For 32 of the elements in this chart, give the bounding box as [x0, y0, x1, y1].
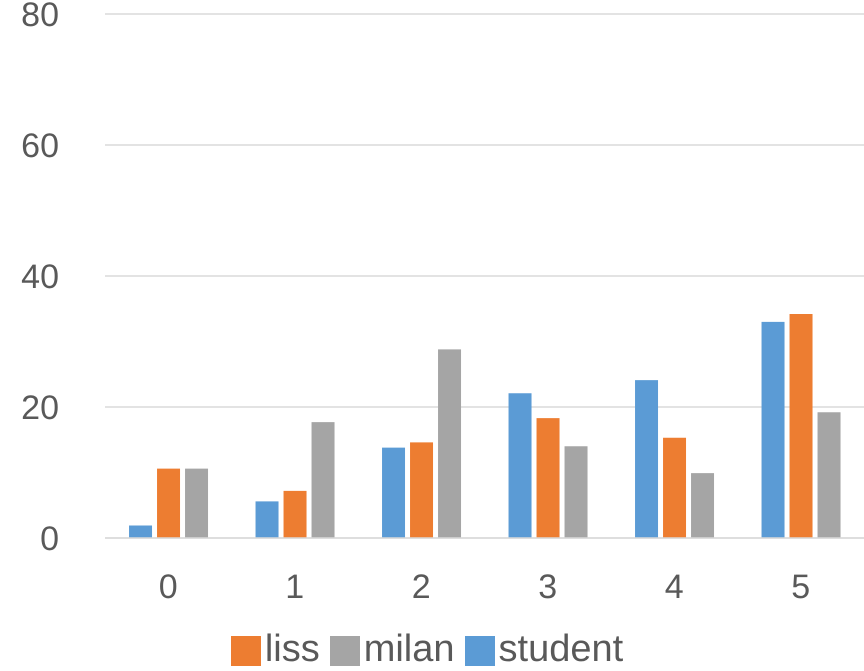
y-tick-label: 0 — [40, 520, 59, 558]
y-tick-label: 60 — [21, 127, 59, 166]
bar — [790, 314, 813, 538]
x-tick-label: 0 — [158, 568, 178, 606]
y-tick-label: 80 — [21, 0, 59, 34]
bar — [508, 393, 532, 538]
x-tick-label: 2 — [412, 568, 431, 606]
bar — [663, 438, 686, 538]
bar — [284, 490, 307, 538]
bar — [312, 422, 335, 538]
legend-label: liss — [264, 628, 320, 670]
bar — [410, 442, 434, 538]
y-tick-label: 20 — [21, 389, 59, 428]
y-tick-label: 40 — [21, 258, 59, 296]
x-tick-label: 3 — [538, 568, 558, 606]
x-tick-label: 5 — [791, 568, 810, 606]
legend-label: milan — [364, 628, 455, 670]
x-tick-label: 1 — [285, 568, 304, 606]
x-tick-label: 4 — [664, 568, 684, 606]
bar — [382, 448, 406, 538]
bar — [256, 501, 279, 538]
bar — [536, 418, 560, 538]
bar — [157, 468, 180, 538]
bar — [438, 349, 462, 538]
bar — [564, 446, 588, 538]
legend-label: student — [498, 628, 624, 670]
bar — [818, 412, 841, 538]
bar — [691, 473, 714, 538]
bar — [762, 322, 785, 538]
bar — [635, 380, 658, 538]
bar — [129, 526, 152, 538]
bar — [185, 468, 208, 538]
